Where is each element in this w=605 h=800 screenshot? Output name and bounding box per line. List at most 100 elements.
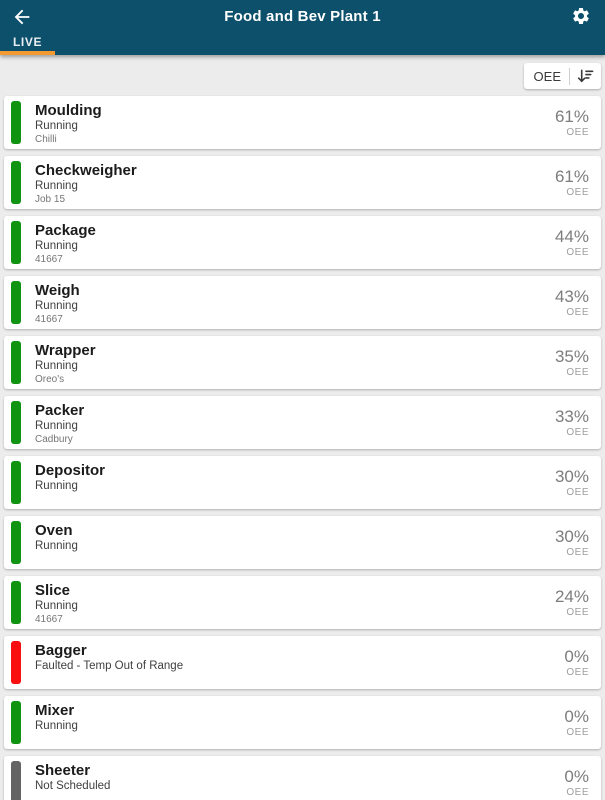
oee-value: 61% (554, 106, 589, 126)
machine-info: Checkweigher Running Job 15 (35, 161, 555, 204)
machine-job: Cadbury (35, 434, 73, 444)
oee-label: OEE (566, 486, 589, 498)
oee-block: 24% OEE (555, 581, 589, 624)
machine-name: Depositor (35, 462, 106, 479)
status-bar (11, 341, 21, 384)
machine-name: Moulding (35, 102, 102, 119)
oee-label: OEE (566, 666, 589, 678)
header: Food and Bev Plant 1 LIVE (0, 0, 605, 55)
machine-status: Running (35, 120, 78, 132)
machine-info: Packer Running Cadbury (35, 401, 555, 444)
machine-job: 41667 (35, 614, 63, 624)
oee-value: 0% (564, 766, 589, 786)
machine-info: Weigh Running 41667 (35, 281, 555, 324)
machine-name: Weigh (35, 282, 80, 299)
sort-descending-icon (577, 68, 594, 85)
machine-card[interactable]: Sheeter Not Scheduled 0% OEE (4, 756, 601, 800)
oee-value: 35% (554, 346, 589, 366)
oee-label: OEE (566, 186, 589, 198)
oee-label: OEE (566, 786, 589, 798)
oee-value: 30% (554, 466, 589, 486)
machine-status: Running (35, 240, 78, 252)
oee-value: 33% (554, 406, 589, 426)
status-bar (11, 761, 21, 800)
oee-value: 30% (554, 526, 589, 546)
main-content: OEE Moulding Running Chilli 61% OEE (0, 55, 605, 800)
oee-block: 43% OEE (555, 281, 589, 324)
status-bar (11, 101, 21, 144)
oee-label: OEE (566, 246, 589, 258)
machine-card[interactable]: Package Running 41667 44% OEE (4, 216, 601, 269)
machine-card[interactable]: Bagger Faulted - Temp Out of Range 0% OE… (4, 636, 601, 689)
machine-card[interactable]: Slice Running 41667 24% OEE (4, 576, 601, 629)
machine-info: Depositor Running (35, 461, 555, 504)
machine-info: Package Running 41667 (35, 221, 555, 264)
machine-job: Job 15 (35, 194, 66, 204)
oee-value: 43% (554, 286, 589, 306)
machine-job: 41667 (35, 254, 63, 264)
oee-label: OEE (566, 426, 589, 438)
machine-status: Faulted - Temp Out of Range (35, 660, 184, 672)
machine-list: Moulding Running Chilli 61% OEE Checkwei… (4, 96, 601, 800)
machine-card[interactable]: Moulding Running Chilli 61% OEE (4, 96, 601, 149)
machine-name: Checkweigher (35, 162, 137, 179)
machine-info: Slice Running 41667 (35, 581, 555, 624)
oee-block: 33% OEE (555, 401, 589, 444)
machine-name: Wrapper (35, 342, 96, 359)
oee-block: 61% OEE (555, 161, 589, 204)
oee-value: 0% (564, 646, 589, 666)
machine-name: Package (35, 222, 96, 239)
machine-card[interactable]: Packer Running Cadbury 33% OEE (4, 396, 601, 449)
back-button[interactable] (10, 5, 34, 29)
machine-info: Mixer Running (35, 701, 564, 744)
settings-button[interactable] (570, 5, 592, 27)
oee-sort-button[interactable]: OEE (523, 63, 601, 89)
machine-info: Moulding Running Chilli (35, 101, 555, 144)
oee-value: 0% (564, 706, 589, 726)
status-bar (11, 221, 21, 264)
tab-live-label: LIVE (13, 34, 43, 49)
machine-card[interactable]: Wrapper Running Oreo's 35% OEE (4, 336, 601, 389)
oee-block: 44% OEE (555, 221, 589, 264)
machine-job: Oreo's (35, 374, 65, 384)
tab-bar: LIVE (0, 32, 605, 55)
machine-status: Not Scheduled (35, 780, 111, 792)
oee-block: 30% OEE (555, 461, 589, 504)
status-bar (11, 641, 21, 684)
machine-status: Running (35, 360, 78, 372)
machine-status: Running (35, 300, 78, 312)
oee-value: 61% (554, 166, 589, 186)
machine-info: Wrapper Running Oreo's (35, 341, 555, 384)
oee-label: OEE (566, 726, 589, 738)
oee-label: OEE (566, 366, 589, 378)
machine-status: Running (35, 420, 78, 432)
machine-info: Bagger Faulted - Temp Out of Range (35, 641, 564, 684)
app-bar: Food and Bev Plant 1 (0, 0, 605, 32)
machine-info: Oven Running (35, 521, 555, 564)
machine-name: Bagger (35, 642, 87, 659)
oee-label: OEE (566, 306, 589, 318)
page-title: Food and Bev Plant 1 (224, 7, 381, 25)
oee-block: 0% OEE (564, 641, 589, 684)
status-bar (11, 461, 21, 504)
tab-live[interactable]: LIVE (0, 32, 56, 55)
oee-value: 44% (554, 226, 589, 246)
machine-card[interactable]: Checkweigher Running Job 15 61% OEE (4, 156, 601, 209)
oee-value: 24% (554, 586, 589, 606)
oee-block: 61% OEE (555, 101, 589, 144)
status-bar (11, 521, 21, 564)
oee-block: 35% OEE (555, 341, 589, 384)
sort-metric-label: OEE (533, 68, 561, 84)
machine-card[interactable]: Mixer Running 0% OEE (4, 696, 601, 749)
machine-card[interactable]: Depositor Running 30% OEE (4, 456, 601, 509)
status-bar (11, 161, 21, 204)
machine-card[interactable]: Weigh Running 41667 43% OEE (4, 276, 601, 329)
machine-name: Mixer (35, 702, 75, 719)
machine-name: Oven (35, 522, 73, 539)
toolbar: OEE (4, 63, 601, 89)
machine-info: Sheeter Not Scheduled (35, 761, 564, 800)
machine-status: Running (35, 720, 78, 732)
arrow-left-icon (11, 6, 33, 28)
machine-card[interactable]: Oven Running 30% OEE (4, 516, 601, 569)
oee-block: 0% OEE (564, 761, 589, 800)
